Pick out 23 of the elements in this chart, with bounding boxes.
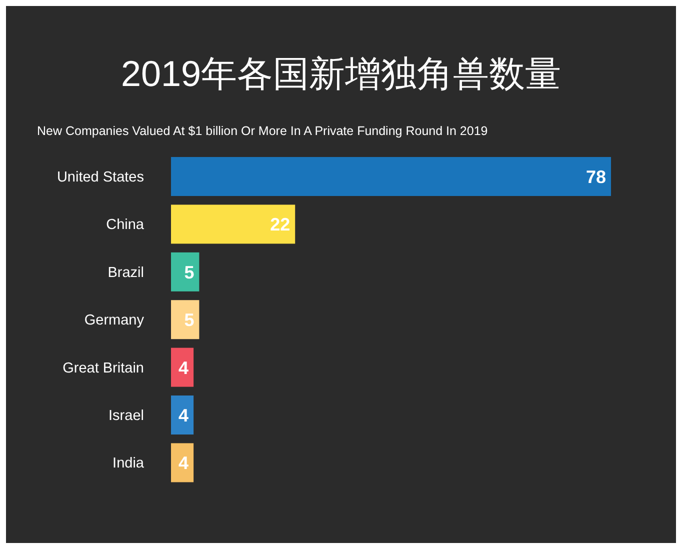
data-label: 4	[178, 453, 189, 474]
bar	[171, 396, 194, 434]
data-label: 78	[586, 167, 606, 187]
data-label: 5	[184, 310, 194, 330]
chart-subtitle: New Companies Valued At $1 billion Or More In A Private Funding Round In 2019	[37, 124, 488, 138]
y-tick-label: Israel	[108, 408, 144, 424]
data-label: 4	[178, 358, 189, 378]
bar	[171, 300, 200, 340]
data-label: 5	[184, 262, 194, 282]
data-label: 22	[270, 214, 290, 235]
bar	[171, 157, 611, 196]
y-tick-label: Great Britain	[62, 360, 144, 376]
bar	[171, 204, 296, 244]
data-label: 4	[178, 406, 189, 426]
y-tick-label: United States	[56, 170, 144, 186]
bar	[171, 348, 194, 387]
bar	[171, 252, 200, 292]
y-tick-label: India	[112, 456, 145, 472]
y-tick-label: Germany	[84, 312, 145, 329]
y-tick-label: China	[106, 217, 145, 234]
chart-title: 2019年各国新增独角兽数量	[120, 53, 562, 94]
bar	[171, 443, 194, 482]
y-tick-label: Brazil	[108, 264, 144, 281]
